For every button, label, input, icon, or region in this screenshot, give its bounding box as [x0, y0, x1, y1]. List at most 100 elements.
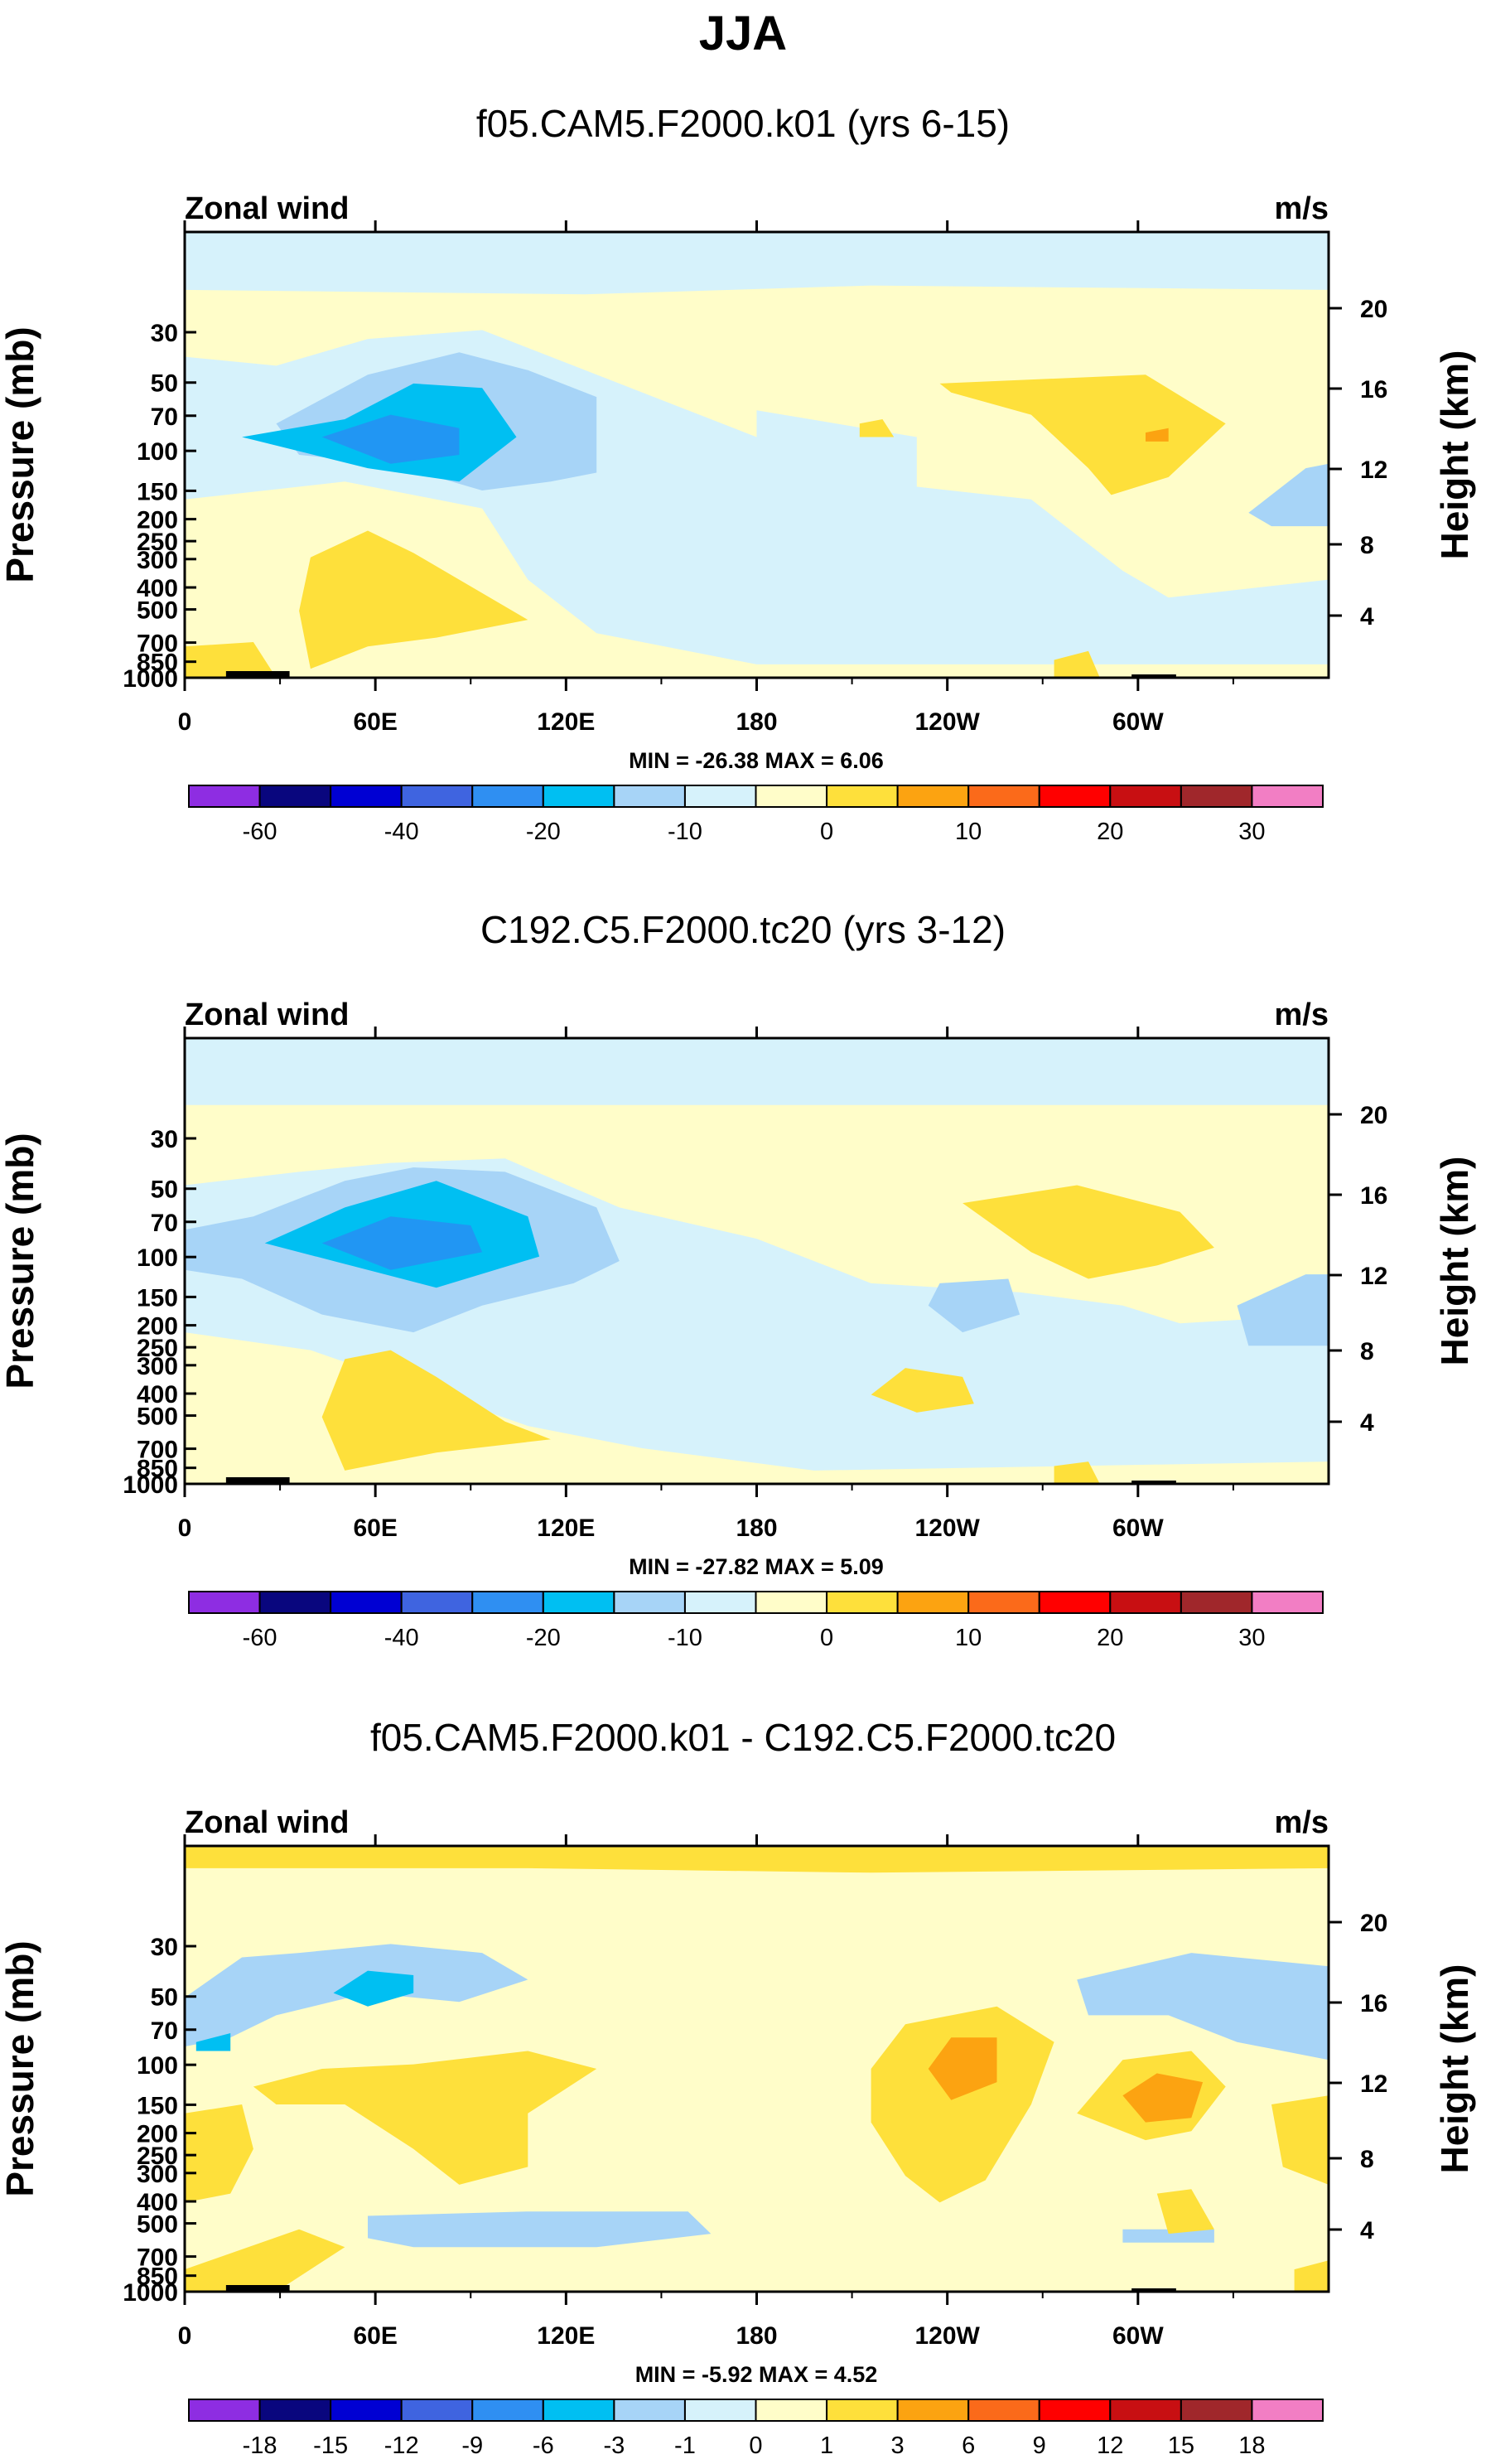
chart-panel-2: C192.C5.F2000.tc20 (yrs 3-12) Zonal wind m… — [0, 908, 1476, 1651]
p3-y-tick-label: 250 — [137, 2143, 178, 2170]
p3-contour-region-5 — [1122, 2229, 1214, 2243]
p2-topography — [225, 1477, 290, 1484]
p2-colorbar-label: 0 — [820, 1625, 833, 1651]
p1-colorbar-swatch — [330, 785, 403, 808]
p3-colorbar-swatch — [471, 2399, 544, 2422]
p2-y-tick-label: 850 — [137, 1456, 178, 1483]
p3-colorbar-swatch — [826, 2399, 899, 2422]
p2-x-tick-label: 180 — [736, 1515, 777, 1542]
p3-colorbar-swatch — [330, 2399, 403, 2422]
p3-colorbar-label: 3 — [891, 2433, 905, 2459]
p3-contour-region-12 — [1271, 2095, 1329, 2185]
p3-colorbar-label: -3 — [603, 2433, 625, 2459]
p1-y-tick-label: 150 — [137, 478, 178, 505]
p2-y-tick-label: 400 — [137, 1381, 178, 1408]
p3-x-tick-label: 0 — [178, 2322, 192, 2350]
p3-colorbar-label: 9 — [1033, 2433, 1046, 2459]
p2-title: C192.C5.F2000.tc20 (yrs 3-12) — [480, 908, 1006, 951]
p3-y2-tick-label: 16 — [1360, 1990, 1387, 2017]
p3-title: f05.CAM5.F2000.k01 - C192.C5.F2000.tc20 — [370, 1716, 1116, 1759]
p2-contour-region-10 — [1054, 1461, 1100, 1484]
p1-colorbar-swatch — [826, 785, 899, 808]
p2-contour-region-9 — [321, 1350, 551, 1471]
p1-colorbar-label: -20 — [526, 819, 561, 845]
p2-colorbar-swatch — [1251, 1591, 1324, 1614]
p3-contour-region-14 — [185, 2229, 345, 2292]
p1-colorbar-label: -60 — [243, 819, 277, 845]
p2-colorbar-swatch — [683, 1591, 757, 1614]
p1-y-tick-label: 1000 — [123, 665, 178, 693]
p2-colorbar-label: -10 — [668, 1625, 702, 1651]
p3-y-tick-label: 100 — [137, 2052, 178, 2080]
p3-colorbar-swatch — [755, 2399, 828, 2422]
p2-variable-label: Zonal wind — [185, 998, 349, 1032]
p2-min-max-stats: MIN = -27.82 MAX = 5.09 — [629, 1554, 884, 1579]
p1-contour-region-10 — [299, 530, 528, 669]
p2-colorbar-swatch — [471, 1591, 544, 1614]
p2-contour-region-4 — [928, 1278, 1020, 1333]
p1-title: f05.CAM5.F2000.k01 (yrs 6-15) — [476, 102, 1010, 145]
p3-y2-tick-label: 20 — [1360, 1910, 1387, 1937]
p2-colorbar-swatch — [826, 1591, 899, 1614]
p2-contour-region-7 — [321, 1216, 483, 1270]
p1-y-tick-label: 850 — [137, 650, 178, 677]
p1-colorbar-swatch — [967, 785, 1040, 808]
p1-x-tick-label: 120W — [914, 708, 980, 736]
p3-contour-region-13 — [1156, 2189, 1214, 2235]
p1-y2-tick-label: 12 — [1360, 457, 1387, 484]
p2-colorbar-label: 10 — [955, 1625, 982, 1651]
p3-colorbar-label: -9 — [461, 2433, 483, 2459]
p3-colorbar-label: -18 — [243, 2433, 277, 2459]
p3-colorbar-swatch — [1251, 2399, 1324, 2422]
p2-colorbar-label: -60 — [243, 1625, 277, 1651]
p3-colorbar-swatch — [400, 2399, 474, 2422]
p3-topography — [225, 2285, 290, 2292]
p2-y-tick-label: 200 — [137, 1313, 178, 1341]
p2-colorbar-swatch — [967, 1591, 1040, 1614]
p3-colorbar-swatch — [967, 2399, 1040, 2422]
p3-y2-tick-label: 4 — [1360, 2217, 1374, 2244]
p2-colorbar-swatch — [755, 1591, 828, 1614]
p2-y-tick-label: 150 — [137, 1284, 178, 1312]
p1-colorbar-swatch — [1109, 785, 1182, 808]
p2-topography-2 — [1131, 1481, 1176, 1484]
p3-colorbar-swatch — [542, 2399, 615, 2422]
p1-contour-region-1 — [185, 232, 1329, 295]
p2-y2-axis-label: Height (km) — [1433, 1157, 1476, 1366]
p3-colorbar-label: 15 — [1168, 2433, 1194, 2459]
p3-colorbar-label: -15 — [313, 2433, 348, 2459]
p3-contour-region-8 — [253, 2051, 597, 2185]
p1-y-tick-label: 100 — [137, 438, 178, 466]
p1-colorbar-swatch — [258, 785, 332, 808]
p3-colorbar-swatch — [188, 2399, 261, 2422]
p1-y-tick-label: 700 — [137, 630, 178, 658]
p3-x-tick-label: 60E — [353, 2322, 397, 2350]
p3-contour-region-6 — [333, 1970, 414, 2007]
p1-colorbar-swatch — [1251, 785, 1324, 808]
p3-topography-2 — [1131, 2288, 1176, 2292]
p2-y2-tick-label: 12 — [1360, 1263, 1387, 1290]
p1-colorbar-label: 20 — [1097, 819, 1123, 845]
p3-colorbar-label: -6 — [533, 2433, 554, 2459]
p1-units-label: m/s — [1275, 191, 1329, 226]
p3-y-tick-label: 50 — [151, 1984, 178, 2012]
p3-y2-axis-label: Height (km) — [1433, 1964, 1476, 2174]
p3-colorbar-swatch — [258, 2399, 332, 2422]
p1-contour-region-8 — [939, 374, 1226, 495]
chart-panel-3: f05.CAM5.F2000.k01 - C192.C5.F2000.tc20 Z… — [0, 1716, 1476, 2459]
p1-y-tick-label: 200 — [137, 507, 178, 534]
p2-colorbar-label: 30 — [1238, 1625, 1265, 1651]
p2-units-label: m/s — [1275, 998, 1329, 1032]
p3-y-tick-label: 30 — [151, 1934, 178, 1961]
p3-y2-tick-label: 8 — [1360, 2146, 1374, 2173]
p1-x-tick-label: 60E — [353, 708, 397, 736]
p1-colorbar-swatch — [755, 785, 828, 808]
p3-variable-label: Zonal wind — [185, 1805, 349, 1840]
p1-topography — [225, 671, 290, 678]
p2-colorbar-swatch — [1038, 1591, 1112, 1614]
p1-colorbar-swatch — [613, 785, 686, 808]
p2-x-tick-label: 120E — [537, 1515, 595, 1542]
p1-min-max-stats: MIN = -26.38 MAX = 6.06 — [629, 748, 884, 773]
p2-y-tick-label: 30 — [151, 1126, 178, 1153]
p1-colorbar-swatch — [683, 785, 757, 808]
